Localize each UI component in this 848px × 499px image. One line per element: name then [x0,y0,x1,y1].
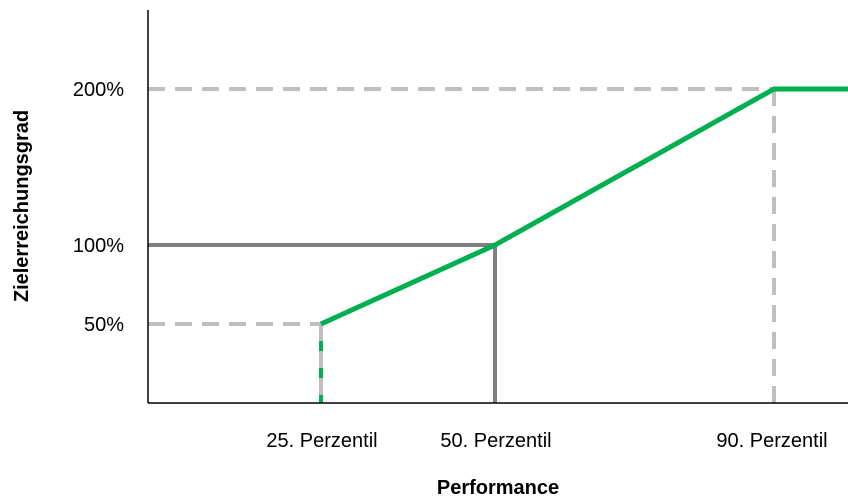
y-tick-label: 50% [84,314,124,336]
x-tick-label: 90. Perzentil [716,430,827,452]
series-layer [319,86,848,327]
axes [147,10,848,404]
series-line [319,86,848,327]
y-tick-label: 100% [73,235,124,257]
tick-labels: 50% 100% 200% 25. Perzentil 50. Perzentil 90.… [73,79,828,452]
reference-lines [148,87,776,403]
x-tick-label: 25. Perzentil [266,430,377,452]
x-axis-title: Performance [437,477,559,499]
y-tick-label: 200% [73,79,124,101]
y-axis-title: Zielerreichungsgrad [11,110,33,302]
x-tick-label: 50. Perzentil [440,430,551,452]
